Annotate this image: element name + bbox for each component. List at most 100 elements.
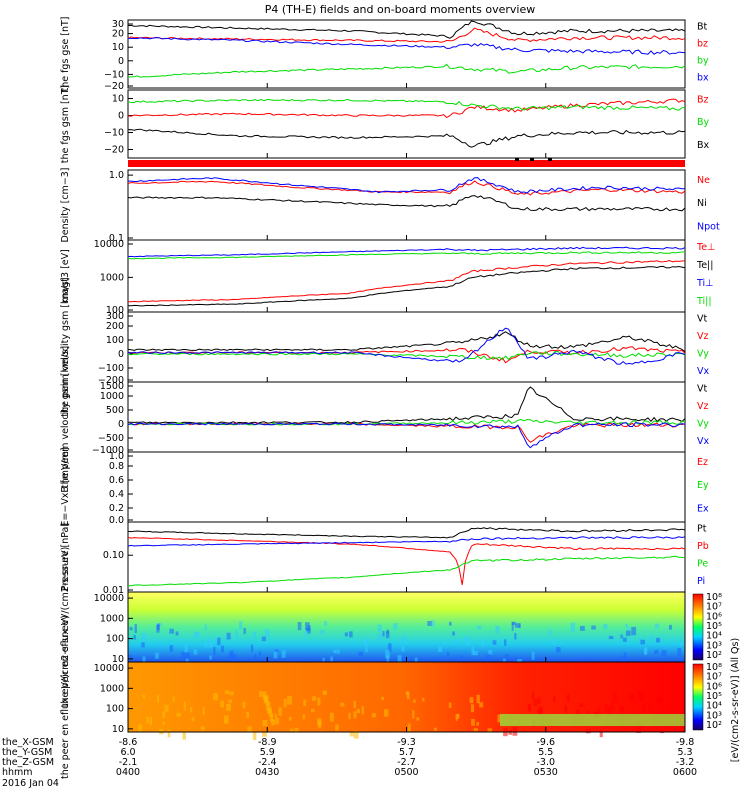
series-line-Bz xyxy=(127,98,686,119)
footer-value: 0400 xyxy=(116,767,140,778)
y-tick-label: −500 xyxy=(98,433,124,444)
colorbar-tick: 10³ xyxy=(706,710,722,721)
y-tick-label: −10 xyxy=(104,128,124,139)
spectrogram-cell xyxy=(164,704,169,712)
y-tick-label: 0 xyxy=(118,111,124,122)
mode-bar-marker xyxy=(548,158,552,161)
footer-value: 5.7 xyxy=(399,747,414,758)
series-line-Vt xyxy=(127,331,686,353)
spectrogram-cell xyxy=(464,636,470,642)
spectrogram-cell xyxy=(181,651,185,659)
spectrogram-cell xyxy=(580,657,585,664)
spectrogram-cell xyxy=(142,694,146,699)
panel-frame xyxy=(127,311,686,383)
y-tick-label: 1000 xyxy=(100,613,124,624)
legend-entry: Ni xyxy=(697,198,707,209)
series-line-Pb xyxy=(127,536,686,585)
series-line-bz xyxy=(127,27,686,43)
y-axis-label: the peem velocity gsm [km/s] xyxy=(60,346,71,488)
y-axis-label: Density [cm−3] xyxy=(60,167,71,242)
colorbar-tick: 10⁴ xyxy=(706,701,722,712)
footer-row-label: hhmm xyxy=(2,767,33,778)
spectrogram-cell xyxy=(444,641,447,646)
spectrogram-cell xyxy=(504,639,507,646)
spectrogram-cell xyxy=(385,631,390,639)
colorbar-label: [eV/(cm2-s-sr-eV)] (All Qs) xyxy=(730,638,741,762)
series-line-By xyxy=(127,98,686,111)
colorbar-9 xyxy=(692,663,704,731)
legend-entry: By xyxy=(697,117,710,128)
spectrogram-cell xyxy=(231,654,237,664)
legend-entry: Vx xyxy=(697,366,709,377)
spectrogram-cell xyxy=(129,626,133,631)
legend-entry: Pi xyxy=(697,576,705,587)
y-tick-label: −10 xyxy=(104,69,124,80)
legend-entry: Ne xyxy=(697,175,710,186)
spectrogram-cell xyxy=(259,691,263,698)
spectrogram-cell xyxy=(209,655,212,660)
spectrogram-cell xyxy=(250,644,254,652)
spectrogram-cell xyxy=(533,698,538,706)
spectrogram-cell xyxy=(264,697,269,703)
spectrogram-cell xyxy=(371,713,377,718)
spectrogram-cell xyxy=(621,656,626,666)
spectrogram-cell xyxy=(476,694,480,704)
spectrogram-cell xyxy=(337,649,340,654)
footer-row-label: the_Z-GSM xyxy=(2,757,54,768)
spectrogram-cell xyxy=(476,722,479,726)
spectrogram-cell xyxy=(383,709,389,717)
spectrogram-cell xyxy=(531,651,535,660)
panel-1: 10 0 −10 −20 the fgs gsm [nT] Bz By Bx xyxy=(60,85,710,163)
spectrogram-cell xyxy=(262,719,268,727)
spectrogram-cell xyxy=(466,641,471,646)
series-line-Ne xyxy=(127,180,686,196)
spectrogram-cell xyxy=(333,649,338,654)
spectrogram-cell xyxy=(412,710,415,719)
colorbar-tick: 10⁸ xyxy=(706,662,722,673)
y-tick-label: −100 xyxy=(98,363,124,374)
spectrogram-cell xyxy=(627,627,631,631)
colorbar-tick: 10⁴ xyxy=(706,631,722,642)
y-tick-label: 0.1 xyxy=(109,233,124,244)
y-axis-label: Pressure [nPa] xyxy=(60,523,71,591)
spectrogram-cell xyxy=(648,703,652,713)
spectrogram-cell xyxy=(213,693,218,701)
spectrogram-cell xyxy=(141,642,145,648)
spectrogram-cell xyxy=(155,652,159,659)
y-tick-label: 0.2 xyxy=(109,503,124,514)
colorbar-tick: 10⁷ xyxy=(706,602,722,613)
spectrogram-cell xyxy=(138,724,143,732)
y-tick-label: 1500 xyxy=(100,381,124,392)
spectrogram-cell xyxy=(431,620,435,627)
y-axis-label: magt3 [eV] xyxy=(60,249,71,303)
spectrogram-cell xyxy=(323,621,328,626)
spectrogram-cell xyxy=(562,658,566,663)
spectrogram-cell xyxy=(363,639,368,645)
colorbar-tick: 10⁸ xyxy=(706,592,722,603)
spectrogram-cell xyxy=(486,654,491,663)
footer-value: 5.5 xyxy=(538,747,553,758)
spectrogram-cell xyxy=(229,691,234,696)
spectrogram-cell xyxy=(329,712,334,722)
legend-entry: Bz xyxy=(697,94,709,105)
spectrogram-cell xyxy=(162,721,165,726)
spectrogram-cell xyxy=(134,624,137,633)
spectrogram-cell xyxy=(457,713,460,719)
series-line-Pe xyxy=(128,555,686,587)
colorbar-tick: 10³ xyxy=(706,640,722,651)
legend-entry: Ti⊥ xyxy=(696,278,713,289)
spectrogram-cell xyxy=(184,644,188,653)
spectrogram-cell xyxy=(481,640,485,647)
series-line-Pi xyxy=(127,536,686,547)
spectrogram-cell xyxy=(185,658,189,663)
spectrogram-cell xyxy=(622,637,627,642)
spectrogram-cell xyxy=(172,696,175,703)
spectrogram-cell xyxy=(259,651,262,657)
footer-value: -9.3 xyxy=(397,737,416,748)
series-line-Pt xyxy=(127,527,686,539)
footer-row-label: 2016 Jan 04 xyxy=(2,778,59,789)
y-tick-label: −200 xyxy=(98,375,124,386)
spectrogram-cell xyxy=(603,623,608,630)
spectrogram-cell xyxy=(566,694,570,702)
